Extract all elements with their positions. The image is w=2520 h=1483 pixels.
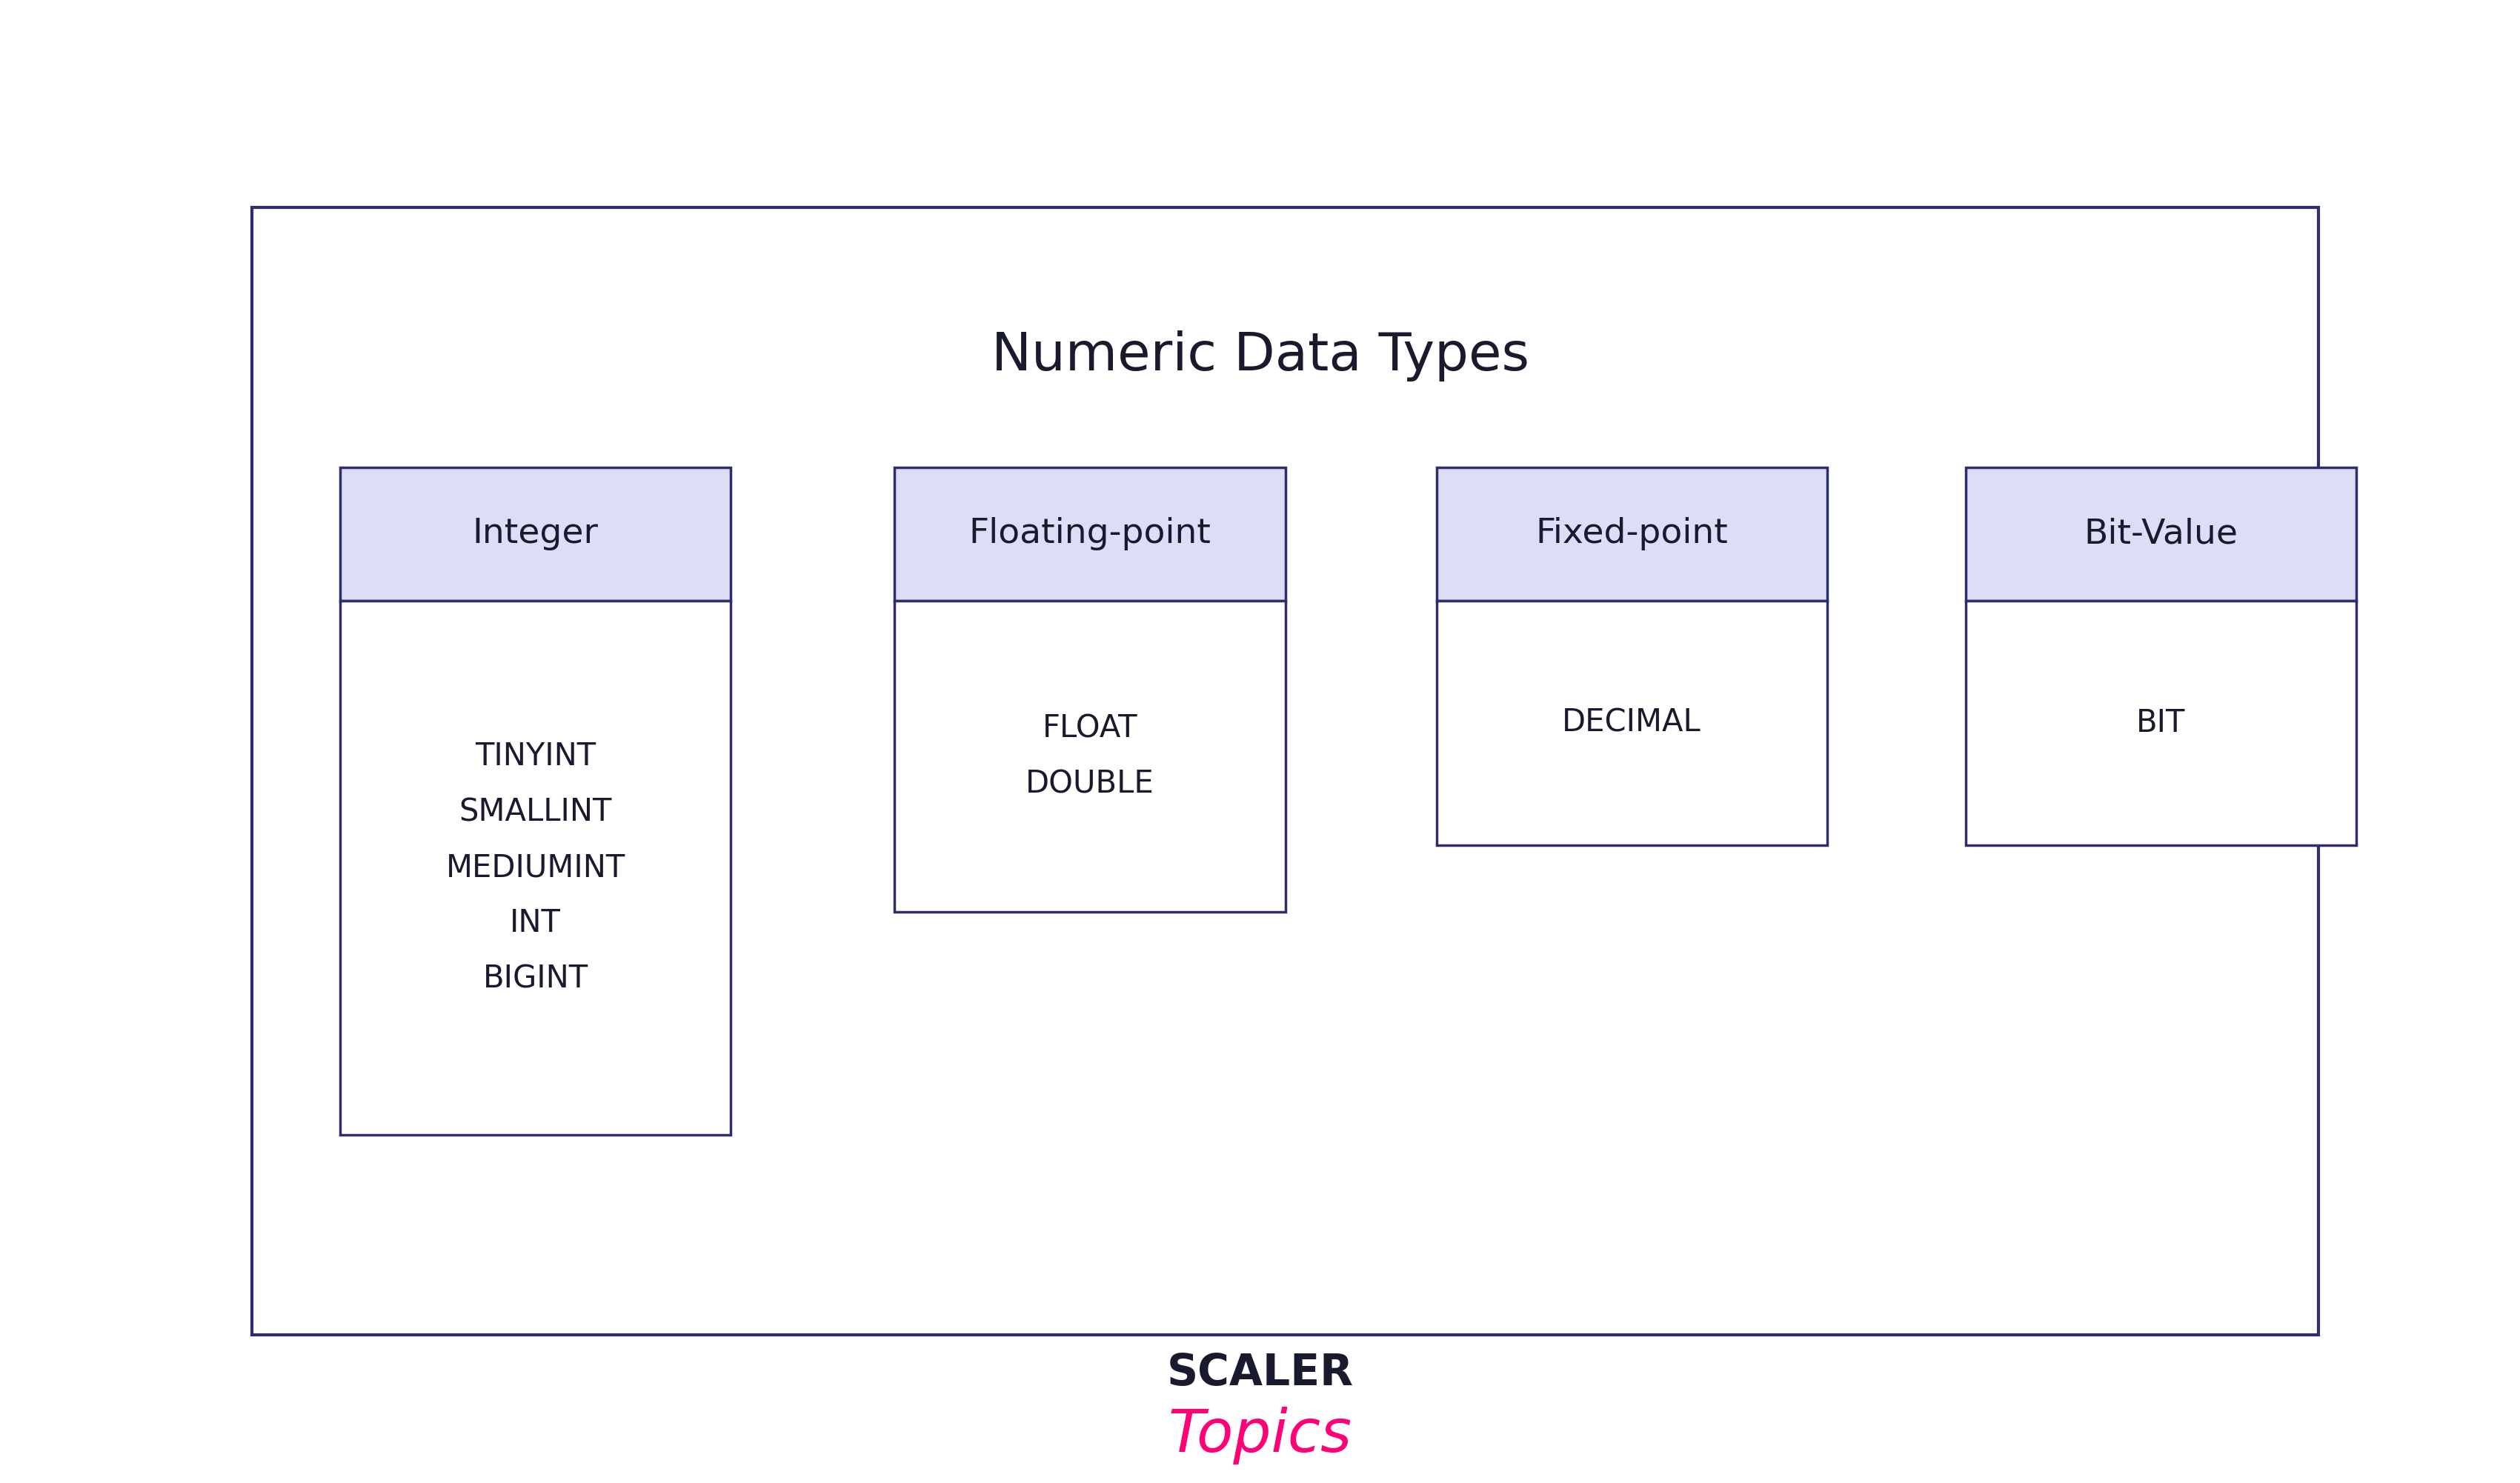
FancyBboxPatch shape [1966, 467, 2356, 601]
FancyBboxPatch shape [1966, 601, 2356, 845]
Text: BIT: BIT [2137, 707, 2185, 739]
FancyBboxPatch shape [895, 467, 1285, 601]
Text: Floating-point: Floating-point [968, 518, 1212, 550]
Text: DECIMAL: DECIMAL [1562, 707, 1701, 739]
Text: Topics: Topics [1169, 1407, 1351, 1464]
FancyBboxPatch shape [1436, 601, 1827, 845]
FancyBboxPatch shape [252, 208, 2318, 1335]
Text: SCALER: SCALER [1167, 1352, 1353, 1394]
Text: Bit-Value: Bit-Value [2084, 518, 2238, 550]
Text: Integer: Integer [474, 518, 597, 550]
FancyBboxPatch shape [340, 601, 731, 1134]
FancyBboxPatch shape [340, 467, 731, 601]
Text: Fixed-point: Fixed-point [1535, 518, 1729, 550]
FancyBboxPatch shape [895, 601, 1285, 912]
Text: Numeric Data Types: Numeric Data Types [990, 331, 1530, 381]
FancyBboxPatch shape [1436, 467, 1827, 601]
Text: FLOAT
DOUBLE: FLOAT DOUBLE [1026, 713, 1154, 799]
Text: TINYINT
SMALLINT
MEDIUMINT
INT
BIGINT: TINYINT SMALLINT MEDIUMINT INT BIGINT [446, 742, 625, 994]
